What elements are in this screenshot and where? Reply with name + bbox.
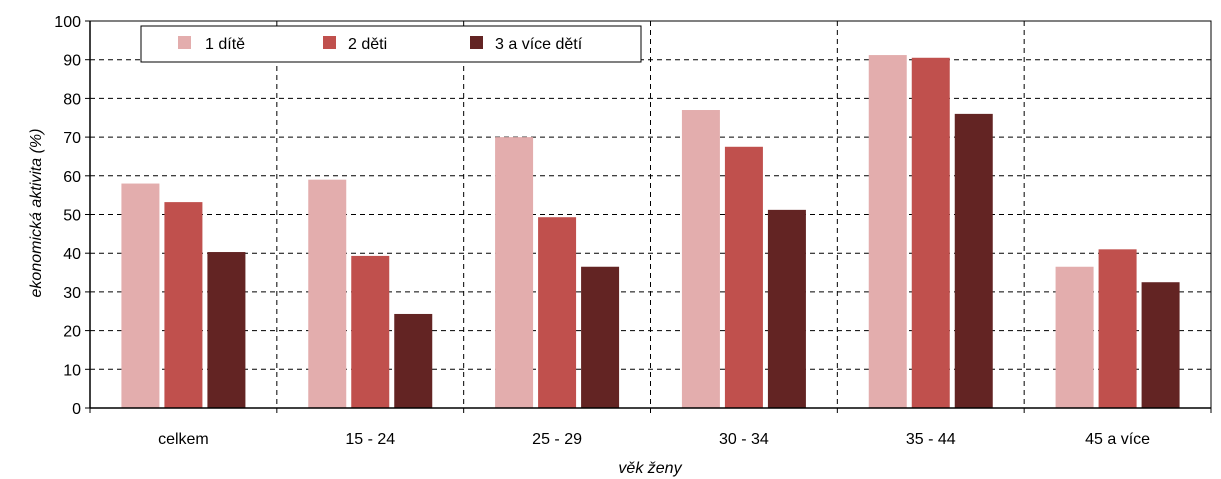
bar [207,252,246,408]
legend-swatch-2 [323,36,336,49]
legend: 1 dítě 2 děti 3 a více dětí [140,25,642,63]
bar [954,113,993,408]
legend-swatch-3 [470,36,483,49]
bar [868,55,907,408]
y-tick-label: 60 [63,169,81,186]
bar [538,217,577,408]
legend-label-3: 3 a více dětí [495,36,583,53]
bars [121,55,1180,408]
x-tick-label: 45 a více [1085,431,1150,448]
y-tick-labels: 0 10 20 30 40 50 60 70 80 90 100 [54,14,81,418]
x-tick-label: 15 - 24 [345,431,395,448]
y-tick-label: 90 [63,53,81,70]
x-tick-labels: celkem 15 - 24 25 - 29 30 - 34 35 - 44 45 a v… [158,431,1150,448]
gridlines [90,20,1211,408]
bar [495,137,534,408]
y-tick-label: 30 [63,285,81,302]
x-tick-label: 30 - 34 [719,431,769,448]
y-tick-label: 80 [63,91,81,108]
legend-box [140,25,642,63]
x-tick-label: 35 - 44 [906,431,956,448]
axes [85,20,1212,413]
bar [1141,282,1180,408]
y-tick-label: 10 [63,362,81,379]
y-tick-label: 20 [63,324,81,341]
bar [164,202,203,408]
bar [351,255,390,408]
bar [394,313,433,408]
bar [767,209,806,408]
y-tick-label: 50 [63,208,81,225]
x-tick-label: celkem [158,431,209,448]
bar [308,179,347,408]
legend-label-2: 2 děti [348,36,387,53]
bar [1098,249,1137,408]
y-axis-title: ekonomická aktivita (%) [28,129,45,298]
y-tick-label: 40 [63,246,81,263]
legend-swatch-1 [178,36,191,49]
bar [121,183,160,408]
bar [911,57,950,408]
y-tick-label: 0 [72,401,81,418]
x-axis-title: věk ženy [618,460,682,477]
bar [724,146,763,408]
bar [1055,266,1094,408]
x-tick-label: 25 - 29 [532,431,582,448]
y-tick-label: 100 [54,14,81,31]
legend-label-1: 1 dítě [205,36,245,53]
bar [681,110,720,408]
bar [581,266,620,408]
y-tick-label: 70 [63,130,81,147]
